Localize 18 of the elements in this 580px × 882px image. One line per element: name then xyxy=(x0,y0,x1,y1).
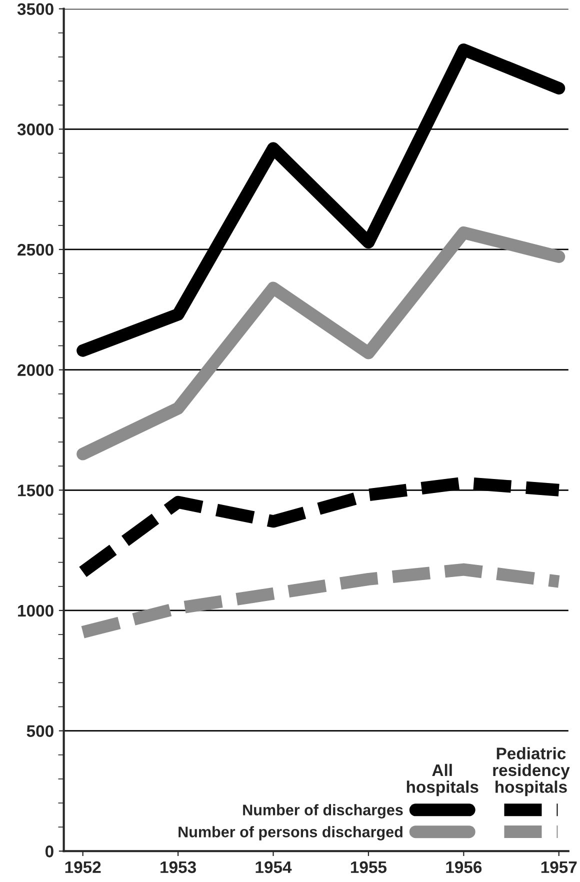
y-tick-label: 1000 xyxy=(18,604,54,617)
x-tick-label: 1954 xyxy=(256,861,292,874)
legend-label: Number of persons discharged xyxy=(178,826,402,840)
x-tick-label: 1956 xyxy=(446,861,482,874)
annotation: All hospitals xyxy=(406,764,478,796)
annotation: Pediatric residency hospitals xyxy=(493,747,570,796)
y-tick-label: 2000 xyxy=(18,364,54,376)
x-tick-label: 1953 xyxy=(160,861,196,874)
x-tick-label: 1952 xyxy=(65,861,101,874)
y-tick-label: 2500 xyxy=(18,244,54,256)
y-tick-label: 3500 xyxy=(17,3,54,16)
legend-label: Number of discharges xyxy=(243,804,403,818)
y-tick-label: 500 xyxy=(26,725,54,738)
y-tick-label: 1500 xyxy=(18,484,54,496)
y-tick-label: 0 xyxy=(45,846,54,858)
y-tick-label: 3000 xyxy=(17,124,54,136)
x-tick-label: 1955 xyxy=(350,861,387,874)
x-tick-label: 1957 xyxy=(541,861,577,874)
